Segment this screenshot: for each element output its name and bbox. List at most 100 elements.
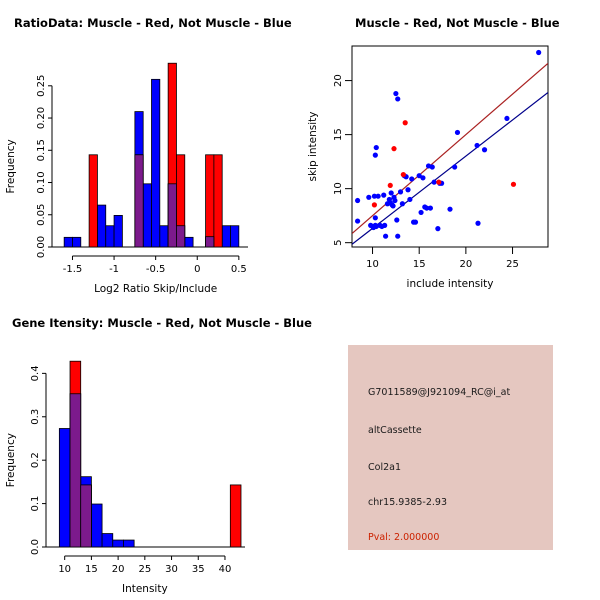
trend-line-muscle-fit [352,62,548,234]
scatter-point-muscle [387,182,393,189]
hist-bar-muscle [213,154,223,248]
scatter-point-not-muscle [371,193,377,199]
scatter-point-not-muscle [412,219,419,225]
y-tick-label: 0.4 [30,365,41,381]
scatter-point-not-muscle [429,164,435,170]
x-axis-title: Intensity [122,583,168,595]
scatter-point-not-muscle [375,193,381,199]
x-tick-label: 15 [85,564,98,575]
scatter-point-not-muscle [355,218,361,224]
ratio-hist-title: RatioData: Muscle - Red, Not Muscle - Bl… [14,16,292,30]
info-pval: Pval: 2.000000 [368,532,440,543]
scatter-point-not-muscle [452,164,458,170]
y-tick-label: 0.20 [36,107,47,129]
hist-bar-not-muscle [123,539,135,548]
scatter-content [352,49,548,245]
x-tick-label: 10 [366,259,379,270]
hist-bar-not-muscle [97,204,107,248]
y-tick-label: 0.1 [30,496,41,512]
scatter-point-not-muscle [475,220,481,226]
y-tick-label: 0.0 [30,539,41,555]
x-tick-label: 0 [194,264,200,275]
scatter-point-not-muscle [388,190,394,196]
x-tick-label: -0.5 [146,264,166,275]
scatter-point-not-muscle [397,189,404,195]
x-axis-title: include intensity [407,278,494,290]
ratio-hist-panel: 0.00 0.05 0.10 0.15 0.20 0.25 Frequency -1.5 -1 -… [0,0,300,300]
hist-bar-not-muscle [101,533,114,548]
hist-bar-overlap [69,393,82,548]
gene-hist-title: Gene Itensity: Muscle - Red, Not Muscle … [12,316,312,330]
scatter-point-not-muscle [366,194,372,200]
x-tick-label: 40 [219,564,232,575]
scatter-point-not-muscle [372,152,378,158]
x-tick-label: 20 [112,564,125,575]
hist-bar-not-muscle [184,236,194,248]
hist-bar-not-muscle [72,236,82,248]
y-tick-label: 0.3 [30,409,41,425]
scatter-point-muscle [371,202,377,208]
x-tick-label: 15 [413,259,426,270]
scatter-point-muscle [402,120,408,126]
scatter-panel: 5 10 15 20 skip intensity 10 15 20 25 include int… [300,0,600,300]
y-tick-label: 0.10 [36,171,47,193]
scatter-point-not-muscle [481,147,488,153]
scatter-point-not-muscle [536,49,542,56]
y-tick-label: 0.00 [36,236,47,258]
scatter-point-not-muscle [399,201,405,207]
scatter-point-not-muscle [395,233,401,239]
x-tick-label: 35 [192,564,205,575]
scatter-point-muscle [436,179,442,185]
scatter-svg: 5 10 15 20 skip intensity 10 15 20 25 include int… [307,45,549,290]
x-tick-label: 10 [58,564,71,575]
x-tick-label: 30 [165,564,178,575]
scatter-point-not-muscle [383,233,389,239]
hist-bar-not-muscle [221,225,231,248]
scatter-point-not-muscle [435,226,441,232]
scatter-point-not-muscle [393,90,399,97]
hist-bar-not-muscle [63,236,73,248]
x-tick-label: 20 [459,259,472,270]
gene-hist-panel: 0.0 0.1 0.2 0.3 0.4 Frequency 10 15 20 25 30 35 40 In… [0,300,300,600]
info-probe-id: G7011589@J921094_RC@i_at [368,387,511,398]
hist-bar-not-muscle [151,78,161,248]
scatter-point-muscle [391,146,397,152]
hist-bars [63,62,240,248]
plot-box [351,45,549,248]
scatter-point-not-muscle [395,96,401,102]
gene-info-panel: G7011589@J921094_RC@i_at altCassette Col… [348,345,553,550]
y-tick-label: 0.25 [36,75,47,97]
scatter-point-not-muscle [390,203,396,209]
scatter-point-not-muscle [420,175,426,181]
scatter-point-not-muscle [372,215,378,221]
hist-bar-not-muscle [230,225,240,248]
y-axis-title: Frequency [5,433,17,487]
x-tick-label: -1.5 [63,264,83,275]
hist-bar-not-muscle [105,225,115,248]
scatter-title: Muscle - Red, Not Muscle - Blue [355,16,560,30]
y-tick-label: 20 [333,74,344,87]
y-tick-label: 0.2 [30,452,41,468]
trend-line-not-muscle-fit [352,91,548,245]
scatter-point-not-muscle [427,205,433,211]
y-tick-label: 5 [333,239,344,245]
scatter-point-not-muscle [409,176,415,182]
scatter-point-not-muscle [454,129,461,136]
gene-hist-svg: 0.0 0.1 0.2 0.3 0.4 Frequency 10 15 20 25 30 35 40 In… [5,360,245,595]
hist-bar-muscle [88,154,98,248]
scatter-point-not-muscle [394,217,400,223]
x-axis-title: Log2 Ratio Skip/Include [94,283,217,295]
hist-bar-overlap [205,236,215,248]
info-gene-symbol: Col2a1 [368,462,401,473]
scatter-point-not-muscle [431,179,437,185]
scatter-point-not-muscle [381,192,387,198]
hist-bar-not-muscle [142,183,152,248]
y-axis-title: skip intensity [307,112,319,182]
scatter-point-not-muscle [407,196,413,203]
hist-bar-overlap [167,183,177,248]
scatter-point-not-muscle [392,197,398,204]
hist-bar-overlap [176,225,186,248]
hist-bar-not-muscle [159,225,169,248]
hist-bar-not-muscle [112,539,124,548]
